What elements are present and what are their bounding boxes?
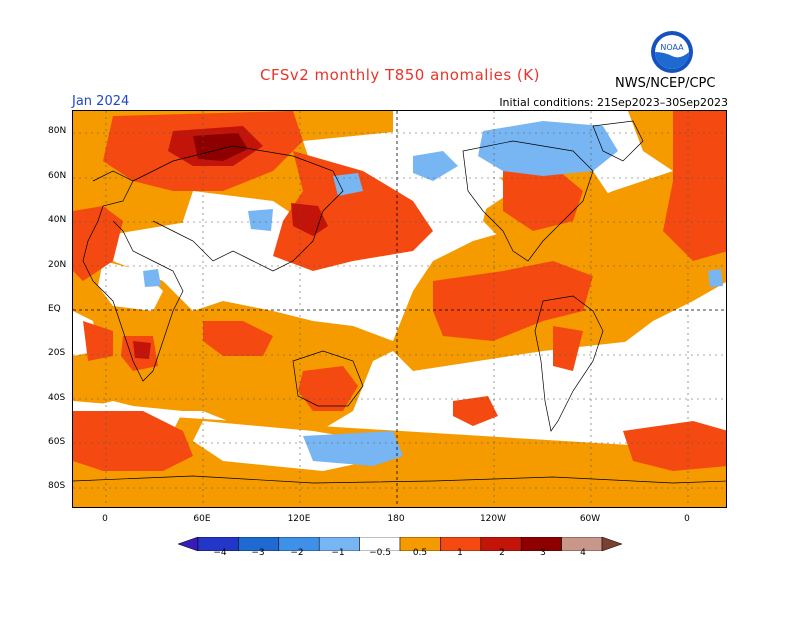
lat-label-60s: 60S xyxy=(48,437,66,447)
lon-label-0-east: 0 xyxy=(684,514,690,524)
anomaly-map xyxy=(72,110,727,508)
anomaly-neg-0-5-to-neg-1 xyxy=(143,121,723,466)
initial-conditions: Initial conditions: 21Sep2023–30Sep2023 xyxy=(499,96,728,109)
colorbar-tick: −0.5 xyxy=(369,548,391,558)
lat-label-20n: 20N xyxy=(48,260,67,270)
lat-label-eq: EQ xyxy=(48,304,61,314)
colorbar-tick: −4 xyxy=(213,548,227,558)
colorbar-swatch xyxy=(601,536,623,552)
agency-label: NWS/NCEP/CPC xyxy=(615,76,716,91)
colorbar-tick: 2 xyxy=(499,548,505,558)
lon-label-60w: 60W xyxy=(579,514,601,524)
anomaly-3-to-4 xyxy=(193,133,248,161)
map-title: CFSv2 monthly T850 anomalies (K) xyxy=(260,66,540,84)
colorbar-tick: 4 xyxy=(580,548,586,558)
colorbar-tick: −2 xyxy=(290,548,304,558)
lat-label-40n: 40N xyxy=(48,215,67,225)
coastlines xyxy=(73,120,726,484)
valid-month: Jan 2024 xyxy=(72,94,130,109)
lat-label-20s: 20S xyxy=(48,348,66,358)
lat-label-60n: 60N xyxy=(48,171,67,181)
logo-text: NOAA xyxy=(660,43,684,52)
colorbar-tick: −1 xyxy=(331,548,345,558)
lon-label-120e: 120E xyxy=(287,514,311,524)
lon-label-0: 0 xyxy=(102,514,108,524)
colorbar-tick: 3 xyxy=(540,548,546,558)
lat-lon-grid xyxy=(73,111,726,507)
colorbar-tick: 1 xyxy=(457,548,463,558)
lon-label-120w: 120W xyxy=(479,514,507,524)
lon-label-180: 180 xyxy=(387,514,405,524)
colorbar-tick: 0.5 xyxy=(412,548,428,558)
noaa-logo: NOAA xyxy=(650,30,694,74)
colorbar xyxy=(177,536,623,552)
lat-label-40s: 40S xyxy=(48,393,66,403)
equator-dateline xyxy=(73,111,726,507)
lat-label-80n: 80N xyxy=(48,126,67,136)
colorbar-tick: −3 xyxy=(251,548,265,558)
colorbar-swatch xyxy=(177,536,199,552)
lat-label-80s: 80S xyxy=(48,481,66,491)
lon-label-60e: 60E xyxy=(193,514,211,524)
